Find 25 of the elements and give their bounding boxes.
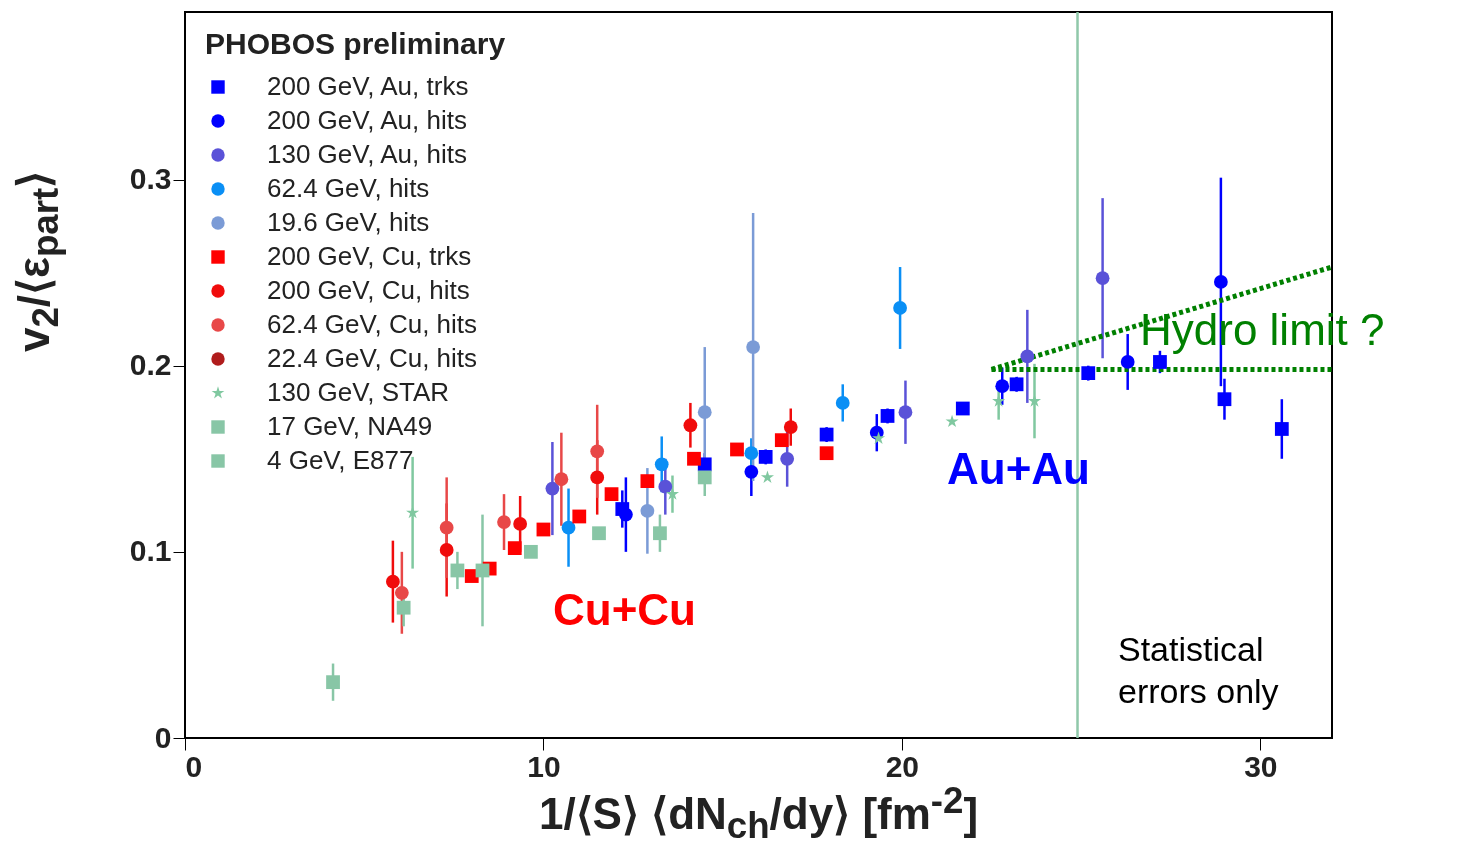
legend-label: 200 GeV, Cu, trks [267, 241, 472, 271]
legend-label: 130 GeV, Au, hits [267, 139, 467, 169]
legend-label: 17 GeV, NA49 [267, 411, 433, 441]
y-tick-label: 0.3 [129, 162, 172, 196]
x-tick-label: 20 [885, 749, 920, 783]
y-tick-label: 0.1 [129, 534, 172, 568]
legend-label: 62.4 GeV, Cu, hits [267, 309, 478, 339]
legend-title: PHOBOS preliminary [205, 27, 506, 60]
legend-label: 200 GeV, Au, hits [267, 105, 467, 135]
x-tick-label: 10 [527, 749, 561, 783]
annotation: Statistical errors only [1118, 629, 1280, 712]
legend-label: 19.6 GeV, hits [267, 207, 430, 237]
y-tick-label: 0.2 [129, 348, 172, 382]
legend-label: 22.4 GeV, Cu, hits [267, 343, 478, 373]
legend-label: 200 GeV, Cu, hits [267, 275, 470, 305]
legend-label: 130 GeV, STAR [267, 377, 450, 407]
legend-label: 62.4 GeV, hits [267, 173, 430, 203]
legend-label: 4 GeV, E877 [267, 445, 414, 475]
annotation: Au+Au [947, 444, 1090, 494]
x-axis-title: 1/⟨S⟩ ⟨dN$_{ch}$/dy⟩ [fm$^{-2}$] [538, 780, 979, 847]
legend-label: 200 GeV, Au, trks [267, 71, 469, 101]
x-tick-label: 30 [1244, 749, 1278, 783]
y-tick-label: 0 [154, 720, 172, 754]
x-tick-label: 0 [185, 749, 203, 783]
annotation: Cu+Cu [553, 585, 696, 635]
